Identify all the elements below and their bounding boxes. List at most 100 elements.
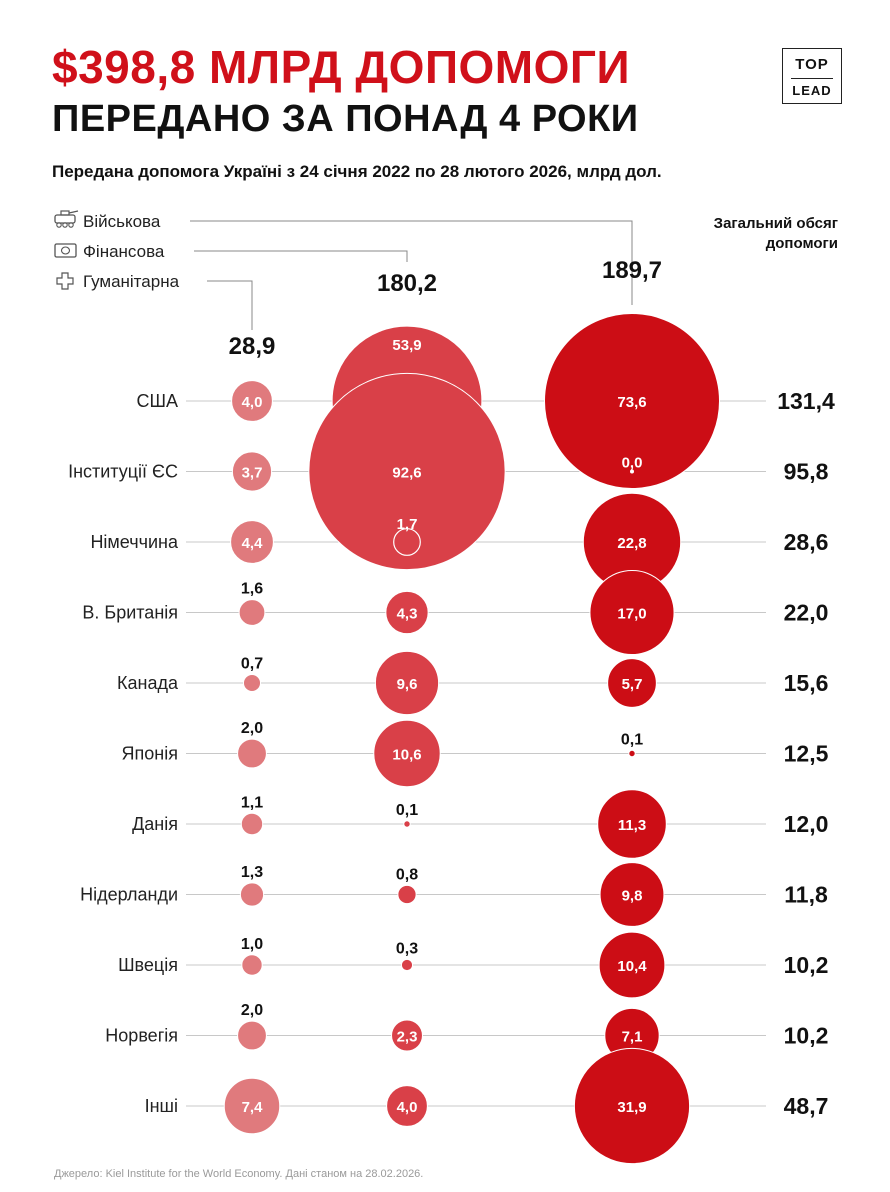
- bubble-humanitarian: [239, 882, 265, 907]
- bubble-military: [607, 658, 657, 708]
- bubble-military: [589, 569, 675, 656]
- value-label-military: 0,1: [621, 731, 643, 748]
- legend-connector-line: [207, 280, 253, 330]
- country-label: Канада: [117, 673, 179, 693]
- total-header-line1: Загальний обсяг: [714, 215, 838, 232]
- row-total: 10,2: [784, 952, 829, 978]
- bubble-humanitarian: [238, 599, 266, 626]
- row-total: 10,2: [784, 1023, 829, 1049]
- bubble-humanitarian: [230, 520, 274, 564]
- bubble-financial: [373, 719, 441, 788]
- page-title-second-line: ПЕРЕДАНО ЗА ПОНАД 4 РОКИ: [52, 98, 639, 140]
- bubble-humanitarian: [231, 451, 273, 492]
- chart-subtitle: Передана допомога Україні з 24 січня 202…: [52, 162, 662, 181]
- value-label-humanitarian: 1,3: [241, 864, 263, 881]
- logo-divider: [791, 78, 833, 79]
- legend-label-military: Військова: [83, 212, 161, 231]
- legend-connector-line: [194, 250, 408, 262]
- value-label-military: 22,8: [617, 535, 646, 552]
- bubble-military: [628, 749, 636, 758]
- value-label-financial: 9,6: [397, 676, 418, 693]
- bubble-financial: [393, 528, 421, 556]
- value-label-financial: 0,1: [396, 802, 418, 819]
- row-total: 48,7: [784, 1093, 829, 1119]
- value-label-humanitarian: 1,6: [241, 581, 263, 598]
- value-label-financial: 0,8: [396, 866, 418, 883]
- value-label-humanitarian: 4,4: [242, 535, 264, 552]
- logo-text-top: TOP: [795, 56, 829, 73]
- country-label: Німеччина: [90, 532, 179, 552]
- bubble-humanitarian: [231, 380, 273, 422]
- country-label: Швеція: [118, 955, 178, 975]
- row-total: 15,6: [784, 670, 829, 696]
- country-label: США: [136, 391, 178, 411]
- row-total: 12,0: [784, 811, 829, 837]
- cross-icon: [56, 272, 74, 290]
- bubble-financial: [385, 590, 429, 635]
- value-label-financial: 4,0: [397, 1099, 418, 1116]
- value-label-military: 0,0: [622, 455, 643, 472]
- bubble-financial: [374, 650, 440, 716]
- row-total: 95,8: [784, 459, 829, 485]
- value-label-humanitarian: 7,4: [242, 1099, 264, 1116]
- value-label-military: 11,3: [618, 817, 646, 834]
- bubble-humanitarian: [237, 738, 267, 769]
- bubble-financial: [403, 820, 411, 828]
- total-header-line2: допомоги: [766, 235, 838, 252]
- country-label: Інституції ЄС: [68, 462, 178, 482]
- logo-text-bottom: LEAD: [792, 83, 832, 98]
- column-total-humanitarian: 28,9: [229, 333, 276, 360]
- value-label-humanitarian: 1,1: [241, 794, 263, 811]
- bubble-financial: [386, 1085, 428, 1127]
- bubble-humanitarian: [241, 954, 263, 976]
- value-label-financial: 1,7: [397, 516, 418, 533]
- value-label-military: 17,0: [617, 606, 646, 623]
- banknote-icon: [54, 243, 77, 258]
- value-label-military: 9,8: [622, 888, 643, 905]
- value-label-humanitarian: 2,0: [241, 1002, 263, 1019]
- bubble-humanitarian: [240, 812, 264, 836]
- bubble-military: [573, 1047, 691, 1165]
- value-label-military: 31,9: [617, 1099, 646, 1116]
- value-label-financial: 92,6: [392, 465, 421, 482]
- row-total: 28,6: [784, 529, 829, 555]
- value-label-military: 10,4: [617, 958, 647, 975]
- bubble-military: [599, 862, 665, 927]
- value-label-humanitarian: 4,0: [242, 394, 263, 411]
- country-label: Нідерланди: [80, 885, 178, 905]
- country-label: Японія: [122, 744, 178, 764]
- bubble-military: [597, 789, 667, 859]
- value-label-humanitarian: 2,0: [241, 720, 263, 737]
- value-label-financial: 10,6: [392, 747, 421, 764]
- country-label: Норвегія: [105, 1026, 178, 1046]
- bubble-military: [630, 469, 634, 474]
- bubble-financial: [400, 958, 414, 972]
- country-label: Інші: [145, 1096, 178, 1116]
- value-label-financial: 53,9: [392, 337, 421, 354]
- row-total: 12,5: [784, 741, 829, 767]
- armored-vehicle-icon: [54, 210, 79, 228]
- value-label-military: 73,6: [617, 394, 646, 411]
- country-label: Данія: [132, 814, 178, 834]
- column-total-military: 189,7: [602, 257, 662, 284]
- value-label-military: 7,1: [622, 1029, 643, 1046]
- bubble-humanitarian: [237, 1020, 267, 1051]
- bubble-financial: [397, 884, 417, 905]
- column-total-financial: 180,2: [377, 270, 437, 297]
- bubble-humanitarian: [223, 1077, 281, 1135]
- legend-label-humanitarian: Гуманітарна: [83, 272, 180, 291]
- value-label-financial: 0,3: [396, 940, 418, 957]
- page-title: $398,8 МЛРД ДОПОМОГИ: [52, 41, 631, 93]
- value-label-humanitarian: 1,0: [241, 936, 263, 953]
- toplead-logo: TOP LEAD: [782, 48, 842, 104]
- value-label-financial: 4,3: [397, 606, 418, 623]
- value-label-financial: 2,3: [397, 1029, 418, 1046]
- row-total: 11,8: [784, 882, 828, 908]
- bubble-humanitarian: [242, 673, 262, 693]
- bubble-military: [598, 931, 666, 999]
- row-total: 131,4: [777, 388, 835, 414]
- country-label: В. Британія: [82, 603, 178, 623]
- bubble-financial: [391, 1019, 423, 1052]
- legend-connector-line: [190, 220, 633, 305]
